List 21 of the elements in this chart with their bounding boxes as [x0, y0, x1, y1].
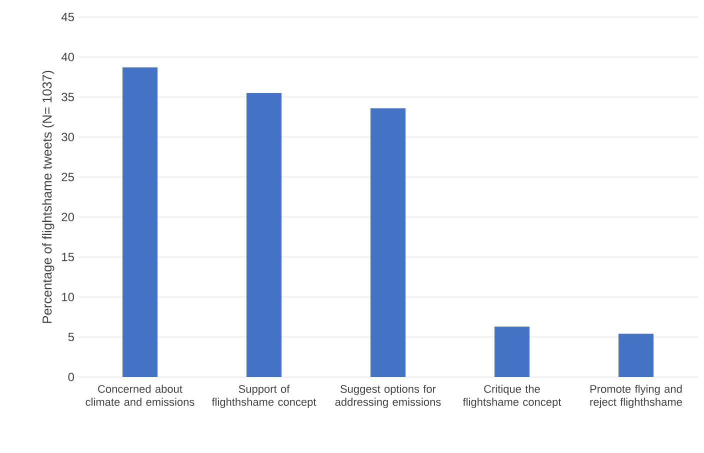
bar [246, 93, 282, 377]
y-tick-label: 30 [62, 132, 74, 142]
y-tick-label: 5 [68, 332, 74, 342]
y-tick-label: 0 [68, 372, 74, 382]
y-tick-label: 35 [62, 92, 74, 102]
y-tick-label: 40 [61, 52, 74, 62]
x-tick-label: Suggest options for addressing emissions [335, 384, 441, 408]
x-tick-label: Concerned about climate and emissions [86, 384, 194, 406]
x-tick-label: Critique the flightshame concept [462, 384, 562, 408]
bar [494, 326, 530, 377]
bar [370, 108, 406, 377]
y-tick-label: 25 [62, 172, 74, 182]
y-tick-label: 15 [62, 252, 74, 262]
y-tick-label: 20 [62, 212, 74, 222]
y-axis-title: Percentage of flightshame tweets (N= 1037) [42, 70, 54, 323]
bar [122, 67, 158, 377]
y-tick-label: 45 [61, 12, 74, 22]
x-tick-label: Promote flying and reject flighthshame [590, 384, 682, 408]
x-tick-label: Support of flighthshame concept [212, 384, 316, 408]
y-tick-label: 10 [62, 292, 74, 302]
bar [618, 334, 654, 377]
